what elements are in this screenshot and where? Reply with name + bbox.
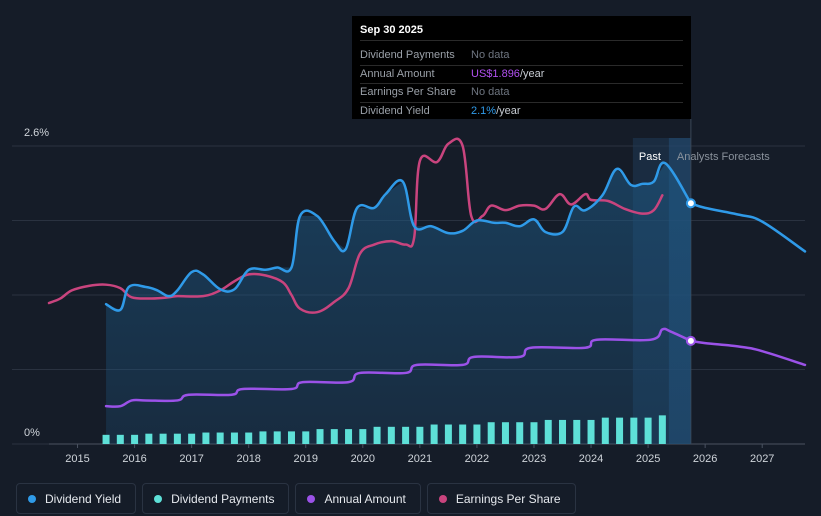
dividend-payment-bar xyxy=(387,426,395,444)
earnings-per-share-line xyxy=(47,137,664,314)
dividend-payment-bar xyxy=(230,432,238,444)
x-tick-label: 2026 xyxy=(693,453,717,465)
dividend-payment-bar xyxy=(544,419,552,444)
dividend-payment-bar xyxy=(131,434,139,444)
dividend-payment-bar xyxy=(202,432,210,444)
x-tick-label: 2022 xyxy=(465,453,489,465)
x-tick-label: 2027 xyxy=(750,453,774,465)
legend-label: Earnings Per Share xyxy=(455,491,561,506)
x-tick-label: 2020 xyxy=(351,453,375,465)
dividend-payment-bar xyxy=(287,431,295,444)
annual-amount-marker xyxy=(685,335,696,346)
x-tick-label: 2023 xyxy=(522,453,546,465)
y-axis-top-label: 2.6% xyxy=(24,127,49,139)
dividend-payment-bar xyxy=(316,429,324,444)
tooltip-label: Earnings Per Share xyxy=(360,86,456,98)
dividend-payment-bar xyxy=(373,426,381,444)
legend-dot-icon xyxy=(154,494,163,503)
dividend-payment-bar xyxy=(616,417,624,444)
dividend-payment-bar xyxy=(587,419,595,444)
dividend-payment-bar xyxy=(173,433,181,444)
dividend-payment-bar xyxy=(402,426,410,444)
dividend-payment-bar xyxy=(102,434,110,444)
x-tick-label: 2015 xyxy=(65,453,89,465)
tooltip-row-earnings-per-share: Earnings Per Share No data xyxy=(360,84,683,103)
dividend-yield-area xyxy=(106,163,691,444)
tooltip-row-dividend-payments: Dividend Payments No data xyxy=(360,47,683,66)
dividend-payment-bar xyxy=(359,429,367,444)
dividend-payment-bar xyxy=(416,426,424,444)
tooltip-value: 2.1% xyxy=(471,104,497,117)
past-label: Past xyxy=(639,151,661,163)
dividend-payment-bar xyxy=(273,431,281,444)
legend-label: Dividend Yield xyxy=(45,491,122,506)
tooltip-row-dividend-yield: Dividend Yield 2.1%/year xyxy=(360,103,683,121)
legend-label: Dividend Payments xyxy=(171,491,275,506)
dividend-payment-bar xyxy=(345,429,353,444)
tooltip-row-annual-amount: Annual Amount US$1.896/year xyxy=(360,66,683,84)
x-tick-label: 2019 xyxy=(294,453,318,465)
y-axis-bottom-label: 0% xyxy=(24,427,40,439)
tooltip: Sep 30 2025 Dividend Payments No data An… xyxy=(352,16,691,119)
dividend-payment-bar xyxy=(459,424,467,444)
x-tick-label: 2016 xyxy=(122,453,146,465)
legend-dividend-payments[interactable]: Dividend Payments xyxy=(142,483,290,514)
x-tick-label: 2017 xyxy=(179,453,203,465)
legend-label: Annual Amount xyxy=(324,491,406,506)
tooltip-date: Sep 30 2025 xyxy=(360,24,683,41)
dividend-payment-bar xyxy=(473,424,481,444)
legend-dot-icon xyxy=(28,494,36,503)
dividend-payment-bar xyxy=(516,422,524,444)
dividend-payment-bar xyxy=(259,431,267,444)
x-tick-label: 2021 xyxy=(408,453,432,465)
dividend-payment-bar xyxy=(444,424,452,444)
dividend-payment-bar xyxy=(116,434,124,444)
dividend-payment-bar xyxy=(559,419,567,444)
legend-annual-amount[interactable]: Annual Amount xyxy=(295,483,421,514)
legend-dividend-yield[interactable]: Dividend Yield xyxy=(16,483,137,514)
dividend-yield-forecast-line xyxy=(689,202,807,253)
tooltip-label: Annual Amount xyxy=(360,67,435,80)
forecast-label: Analysts Forecasts xyxy=(677,151,770,163)
dividend-yield-marker xyxy=(685,198,696,209)
dividend-payment-bar xyxy=(487,422,495,444)
dividend-payment-bar xyxy=(573,419,581,444)
tooltip-label: Dividend Payments xyxy=(360,49,455,61)
tooltip-value: No data xyxy=(471,49,510,61)
dividend-payment-bar xyxy=(245,432,253,444)
legend-dot-icon xyxy=(438,494,447,503)
dividend-payment-bar xyxy=(644,417,652,444)
dividend-payment-bar xyxy=(601,417,609,444)
dividend-payment-bar xyxy=(501,422,509,444)
x-tick-label: 2025 xyxy=(636,453,660,465)
dividend-payment-bar xyxy=(630,417,638,444)
dividend-payment-bar xyxy=(430,424,438,444)
legend: Dividend Yield Dividend Payments Annual … xyxy=(16,483,576,514)
annual-amount-forecast-line xyxy=(689,339,807,367)
dividend-payment-bar xyxy=(302,431,310,444)
tooltip-unit: /year xyxy=(519,67,545,80)
tooltip-label: Dividend Yield xyxy=(360,104,430,117)
dividend-payment-bar xyxy=(159,433,167,444)
tooltip-value: US$1.896 xyxy=(471,67,520,80)
dividend-payment-bar xyxy=(530,422,538,444)
legend-earnings-per-share[interactable]: Earnings Per Share xyxy=(426,483,576,514)
dividend-payment-bar xyxy=(145,433,153,444)
legend-dot-icon xyxy=(307,494,316,503)
tooltip-unit: /year xyxy=(496,104,521,117)
dividend-payment-bar xyxy=(330,429,338,444)
dividend-payment-bar xyxy=(658,415,666,444)
dividend-payment-bar xyxy=(188,433,196,444)
dividend-yield-line xyxy=(104,161,693,312)
dividend-payment-bar xyxy=(216,432,224,444)
x-tick-label: 2018 xyxy=(236,453,260,465)
x-tick-label: 2024 xyxy=(579,453,603,465)
annual-amount-line xyxy=(104,327,693,408)
tooltip-value: No data xyxy=(471,86,510,98)
